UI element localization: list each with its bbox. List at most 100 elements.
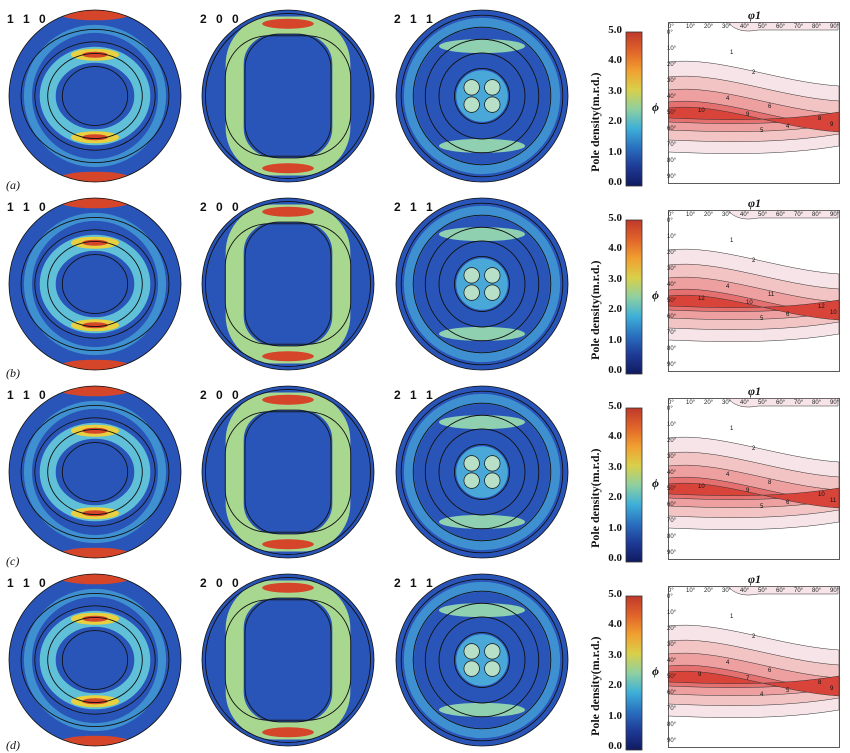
odf-phi-label: ϕ [652,476,659,490]
odf-phi1-tick: 20° [704,24,714,30]
pole-figure-label: 1 1 0 [7,200,49,214]
odf-phi-tick: 40° [667,470,677,476]
odf-phi1-tick: 0° [668,24,674,30]
odf-phi1-tick: 10° [686,400,696,406]
odf-contour-value: 2 [752,446,756,452]
figure-row: (d) 1 1 0 2 0 0 2 1 1 5.0 4.0 3.0 2.0 1.0 0.0 Pole… [0,566,850,752]
odf-contour-value: 1 [730,614,734,620]
odf-phi1-tick: 10° [686,24,696,30]
odf-phi-label: ϕ [652,100,659,114]
pole-figure-211 [395,385,569,559]
colorbar-tick-label: 4.0 [608,242,622,255]
pole-figure-211 [395,573,569,747]
odf-phi-tick: 50° [667,298,677,304]
colorbar-tick-label: 0.0 [608,364,622,376]
pole-figure-200 [201,385,375,559]
odf-phi1-tick: 30° [722,24,732,30]
colorbar [625,595,643,751]
odf-contour-value: 2 [752,634,756,640]
colorbar-tick-label: 0.0 [608,552,622,564]
colorbar-tick-label: 2.0 [608,491,622,504]
odf-phi-tick: 40° [667,94,677,100]
odf-phi-tick: 80° [667,722,677,728]
odf-phi-tick: 90° [667,738,677,744]
colorbar [625,31,643,187]
colorbar-title: Pole density(m.r.d.) [588,260,602,360]
figure-row: (b) 1 1 0 2 0 0 2 1 1 5.0 4.0 3.0 2.0 1.0 0.0 Pole… [0,190,850,380]
colorbar-tick-label: 2.0 [608,679,622,692]
odf-contour-value: 4 [786,124,790,130]
odf-phi-tick: 30° [667,454,677,460]
odf-phi1-tick: 80° [812,24,822,30]
panel-label: (c) [6,554,20,568]
colorbar-tick-label: 2.0 [608,115,622,128]
pole-figure-label: 2 0 0 [200,388,242,402]
odf-phi-tick: 50° [667,486,677,492]
odf-phi1-tick: 10° [686,212,696,218]
odf-phi1-tick: 50° [758,24,768,30]
pole-figure-110 [8,385,182,559]
odf-phi1-tick: 80° [812,212,822,218]
colorbar-tick-label: 1.0 [608,709,622,722]
pole-figure-110 [8,573,182,747]
odf-phi1-tick: 80° [812,400,822,406]
odf-phi1-tick: 60° [776,588,786,594]
odf-contour-value: 6 [786,500,790,506]
odf-contour-value: 9 [746,112,750,118]
odf-contour-value: 9 [698,672,702,678]
odf-phi-tick: 80° [667,346,677,352]
odf-section: 1 2 4 9 7 6 5 4 8 9 [668,586,840,748]
odf-phi1-tick: 20° [704,588,714,594]
odf-phi-label: ϕ [652,288,659,302]
odf-phi1-tick: 60° [776,24,786,30]
odf-phi1-tick: 40° [740,212,750,218]
odf-contour-value: 4 [726,96,730,102]
pole-figure-211 [395,197,569,371]
odf-phi-tick: 30° [667,642,677,648]
odf-contour-value: 5 [786,688,790,694]
colorbar-tick-label: 3.0 [608,84,622,97]
odf-contour-value: 1 [730,426,734,432]
odf-contour-value: 6 [768,668,772,674]
colorbar-tick-label: 3.0 [608,272,622,285]
odf-phi-tick: 10° [667,234,677,240]
colorbar-tick-label: 5.0 [608,212,622,224]
odf-phi-tick: 20° [667,62,677,68]
odf-phi1-tick: 50° [758,212,768,218]
pole-figure-211 [395,9,569,183]
colorbar-tick-label: 1.0 [608,333,622,346]
odf-phi-tick: 30° [667,78,677,84]
colorbar-tick-label: 5.0 [608,588,622,600]
odf-phi-tick: 0° [667,218,673,224]
odf-phi-tick: 0° [667,406,673,412]
odf-contour-value: 7 [746,676,750,682]
pole-figure-label: 2 1 1 [394,388,436,402]
pole-figure-200 [201,573,375,747]
odf-contour-value: 9 [746,488,750,494]
odf-phi-tick: 70° [667,706,677,712]
odf-phi-tick: 70° [667,330,677,336]
odf-contour-value: 5 [760,504,764,510]
odf-phi1-tick: 90° [830,24,840,30]
colorbar-tick-label: 4.0 [608,430,622,443]
odf-contour-value: 10 [830,310,837,316]
odf-contour-value: 4 [726,472,730,478]
odf-section: 1 2 4 10 9 8 6 5 10 11 [668,398,840,560]
odf-phi-label: ϕ [652,664,659,678]
odf-phi1-tick: 30° [722,212,732,218]
colorbar [625,219,643,375]
odf-phi-tick: 80° [667,534,677,540]
odf-contour-value: 10 [746,300,753,306]
odf-contour-value: 4 [726,284,730,290]
odf-contour-value: 1 [730,50,734,56]
pole-figure-label: 2 1 1 [394,12,436,26]
odf-phi-tick: 30° [667,266,677,272]
odf-phi1-tick: 30° [722,400,732,406]
odf-phi1-tick: 70° [794,212,804,218]
pole-figure-label: 2 1 1 [394,200,436,214]
odf-phi-tick: 40° [667,282,677,288]
odf-phi-tick: 70° [667,518,677,524]
colorbar-tick-label: 5.0 [608,400,622,412]
odf-phi1-tick: 30° [722,588,732,594]
